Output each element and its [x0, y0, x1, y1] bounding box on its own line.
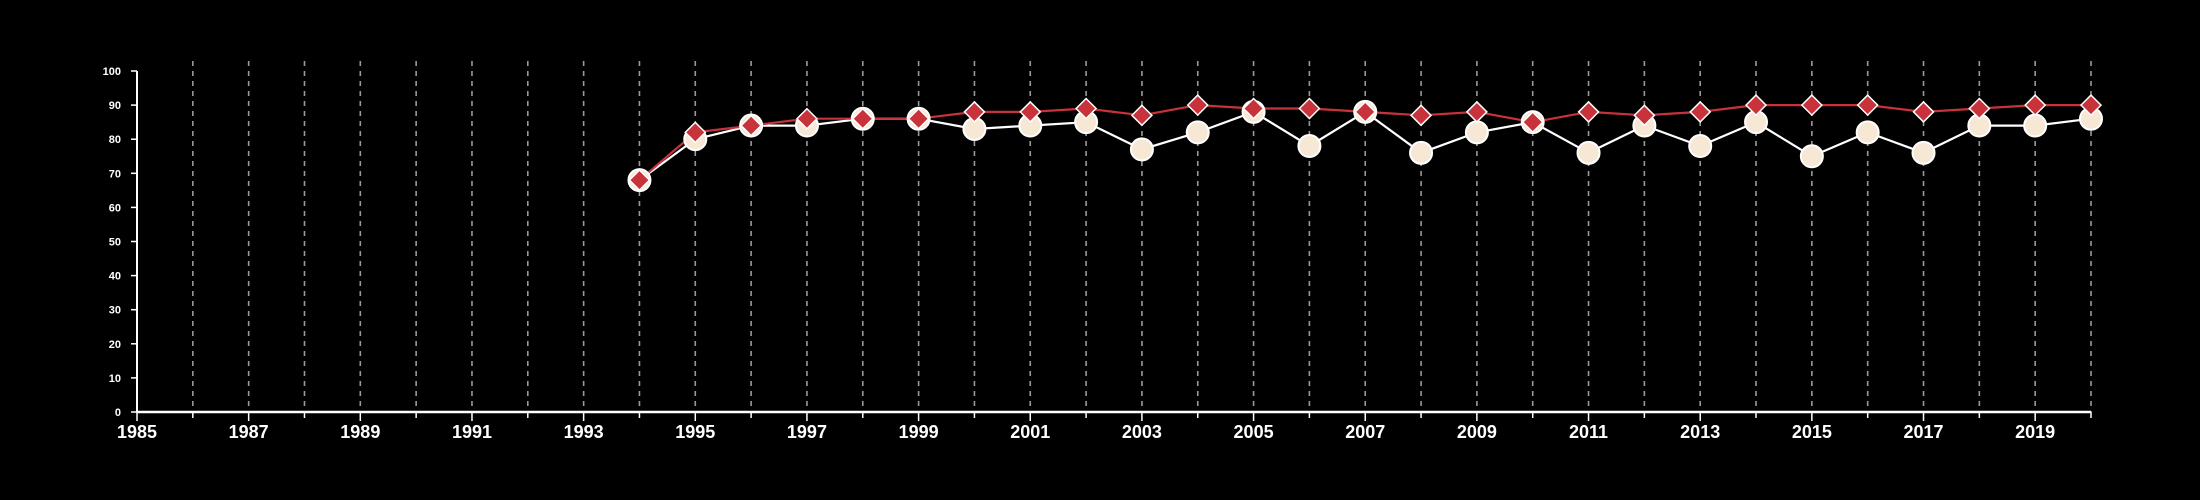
x-tick-label-2003: 2003 — [1122, 422, 1162, 442]
series-2-point-2007 — [1354, 100, 1377, 123]
y-tick-label-40: 40 — [109, 271, 121, 283]
series-2-point-2004 — [1186, 94, 1209, 117]
x-tick-label-2015: 2015 — [1792, 422, 1832, 442]
x-tick-label-1987: 1987 — [229, 422, 269, 442]
x-tick-label-2005: 2005 — [1234, 422, 1274, 442]
series-2-point-1994 — [628, 169, 651, 192]
y-tick-label-80: 80 — [109, 134, 121, 146]
series-1-point-2006 — [1297, 134, 1322, 159]
series-2-point-2003 — [1130, 104, 1153, 127]
series-1-point-2015 — [1799, 144, 1824, 169]
series-2-point-2006 — [1298, 97, 1321, 120]
x-tick-label-1997: 1997 — [787, 422, 827, 442]
series-2-point-2015 — [1800, 94, 1823, 117]
x-tick-label-1999: 1999 — [899, 422, 939, 442]
series-2-point-1995 — [684, 121, 707, 144]
series-2-point-2001 — [1019, 100, 1042, 123]
series-2-point-2000 — [963, 100, 986, 123]
series-2-point-1996 — [740, 114, 763, 137]
series-1-point-2019 — [2023, 113, 2048, 138]
series-1-point-2003 — [1129, 137, 1154, 162]
x-tick-label-1989: 1989 — [340, 422, 380, 442]
series-2-point-2017 — [1912, 100, 1935, 123]
y-tick-label-100: 100 — [103, 66, 121, 78]
x-tick-label-2017: 2017 — [1903, 422, 1943, 442]
x-tick-label-2011: 2011 — [1569, 422, 1608, 442]
series-1-point-2011 — [1576, 140, 1601, 165]
x-tick-label-2001: 2001 — [1010, 422, 1050, 442]
series-1-point-2008 — [1409, 140, 1434, 165]
series-2-point-2018 — [1968, 97, 1991, 120]
y-tick-label-70: 70 — [109, 168, 121, 180]
series-2-point-2012 — [1633, 104, 1656, 127]
series-1-point-2013 — [1688, 134, 1713, 159]
axis-layer: 0 10 20 30 40 50 60 70 80 90 100 1985 1987 1989 1991 19… — [103, 66, 2092, 442]
series-1-point-2017 — [1911, 140, 1936, 165]
y-tick-label-30: 30 — [109, 305, 121, 317]
series-layer — [627, 94, 2103, 193]
series-1-point-2016 — [1855, 120, 1880, 145]
series-2-point-1999 — [907, 107, 930, 130]
y-tick-label-90: 90 — [109, 100, 121, 112]
grid-layer — [192, 61, 2092, 412]
y-tick-label-0: 0 — [115, 407, 121, 419]
series-1-point-2009 — [1464, 120, 1489, 145]
series-2-point-2010 — [1521, 111, 1544, 134]
series-2-point-2020 — [2079, 94, 2103, 117]
y-tick-label-10: 10 — [109, 373, 121, 385]
series-2-point-2019 — [2024, 94, 2047, 117]
series-2-point-2013 — [1689, 100, 1712, 123]
series-2-point-2005 — [1242, 97, 1265, 120]
series-2-point-1997 — [795, 107, 819, 130]
x-tick-label-1985: 1985 — [117, 422, 157, 442]
x-tick-label-2007: 2007 — [1345, 422, 1385, 442]
x-tick-label-2009: 2009 — [1457, 422, 1497, 442]
x-tick-label-2013: 2013 — [1680, 422, 1720, 442]
series-1-point-2004 — [1185, 120, 1210, 145]
series-2-point-1998 — [851, 107, 874, 130]
x-tick-label-1993: 1993 — [564, 422, 604, 442]
x-tick-label-2019: 2019 — [2015, 422, 2055, 442]
y-tick-label-60: 60 — [109, 202, 121, 214]
series-2-point-2011 — [1577, 100, 1600, 123]
y-tick-label-20: 20 — [109, 339, 121, 351]
series-2-point-2014 — [1744, 94, 1768, 117]
x-tick-label-1991: 1991 — [452, 422, 492, 442]
series-2-point-2009 — [1465, 100, 1488, 123]
series-2-point-2002 — [1075, 97, 1098, 120]
series-2-point-2016 — [1856, 94, 1879, 117]
x-tick-label-1995: 1995 — [675, 422, 715, 442]
series-2-point-2008 — [1409, 104, 1433, 127]
y-tick-label-50: 50 — [109, 237, 121, 249]
